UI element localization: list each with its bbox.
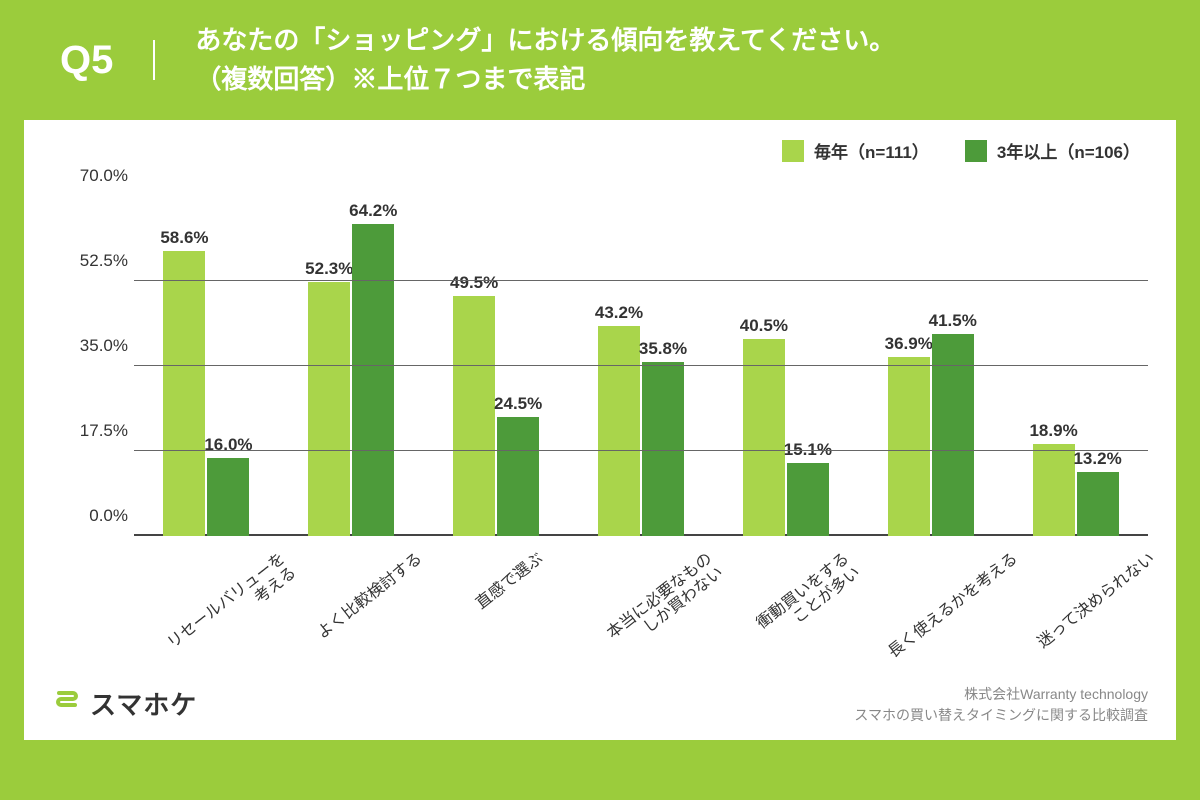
question-number: Q5 xyxy=(60,40,155,80)
bar-value-label: 64.2% xyxy=(349,201,397,221)
bar-group: 52.3%64.2% xyxy=(279,196,424,536)
bar: 52.3% xyxy=(308,282,350,536)
legend-label-1: 3年以上（n=106） xyxy=(997,138,1140,163)
y-tick: 70.0% xyxy=(64,166,128,186)
bar: 13.2% xyxy=(1077,472,1119,536)
bar-group: 43.2%35.8% xyxy=(569,196,714,536)
legend-item-1: 3年以上（n=106） xyxy=(965,138,1140,163)
bar-value-label: 58.6% xyxy=(160,228,208,248)
bar: 15.1% xyxy=(787,463,829,536)
y-tick: 17.5% xyxy=(64,421,128,441)
bar: 40.5% xyxy=(743,339,785,536)
legend-swatch-1 xyxy=(965,140,987,162)
x-label: 衝動買いをする ことが多い xyxy=(713,536,858,676)
legend-item-0: 毎年（n=111） xyxy=(782,138,929,163)
x-label: リセールバリューを 考える xyxy=(134,536,279,676)
bar: 16.0% xyxy=(207,458,249,536)
bar: 43.2% xyxy=(598,326,640,536)
y-tick: 35.0% xyxy=(64,336,128,356)
bar-groups: 58.6%16.0%52.3%64.2%49.5%24.5%43.2%35.8%… xyxy=(134,196,1148,536)
bar-group: 58.6%16.0% xyxy=(134,196,279,536)
bar-value-label: 16.0% xyxy=(204,435,252,455)
x-label: 直感で選ぶ xyxy=(424,536,569,676)
bar-group: 18.9%13.2% xyxy=(1003,196,1148,536)
bar: 58.6% xyxy=(163,251,205,536)
plot-area: 58.6%16.0%52.3%64.2%49.5%24.5%43.2%35.8%… xyxy=(134,196,1148,536)
bar-group: 49.5%24.5% xyxy=(424,196,569,536)
bar: 36.9% xyxy=(888,357,930,536)
bar: 64.2% xyxy=(352,224,394,536)
x-label: 本当に必要なもの しか買わない xyxy=(569,536,714,676)
brand-logo: スマホケ xyxy=(52,685,197,722)
bar-group: 36.9% 41.5% xyxy=(858,196,1003,536)
brand-text: スマホケ xyxy=(90,685,197,722)
bar-value-label: 13.2% xyxy=(1073,449,1121,469)
x-label: 迷って決められない xyxy=(1003,536,1148,676)
question-text: あなたの「ショッピング」における傾向を教えてください。 （複数回答）※上位７つま… xyxy=(155,21,895,99)
brand-icon xyxy=(52,685,82,722)
bar: 49.5% xyxy=(453,296,495,536)
chart-panel: 毎年（n=111） 3年以上（n=106） 58.6%16.0%52.3%64.… xyxy=(24,120,1176,740)
bar-value-label: 24.5% xyxy=(494,394,542,414)
bar-value-label: 41.5% xyxy=(929,311,977,331)
credit-line2: スマホの買い替えタイミングに関する比較調査 xyxy=(854,705,1148,726)
x-label: よく比較検討する xyxy=(279,536,424,676)
bar-value-label: 36.9% xyxy=(885,334,933,354)
gridline xyxy=(134,365,1148,366)
x-labels: リセールバリューを 考えるよく比較検討する直感で選ぶ本当に必要なもの しか買わな… xyxy=(134,536,1148,676)
x-label: 長く使えるかを考える xyxy=(858,536,1003,676)
bar-value-label: 40.5% xyxy=(740,316,788,336)
legend-swatch-0 xyxy=(782,140,804,162)
bar: 18.9% xyxy=(1033,444,1075,536)
header-bar: Q5 あなたの「ショッピング」における傾向を教えてください。 （複数回答）※上位… xyxy=(0,0,1200,120)
bar: 24.5% xyxy=(497,417,539,536)
gridline xyxy=(134,280,1148,281)
bar-value-label: 49.5% xyxy=(450,273,498,293)
gridline xyxy=(134,450,1148,451)
legend-label-0: 毎年（n=111） xyxy=(814,138,929,163)
legend: 毎年（n=111） 3年以上（n=106） xyxy=(782,138,1140,163)
question-line2: （複数回答）※上位７つまで表記 xyxy=(195,60,895,99)
credit-block: 株式会社Warranty technology スマホの買い替えタイミングに関す… xyxy=(854,684,1148,726)
y-tick: 52.5% xyxy=(64,251,128,271)
question-line1: あなたの「ショッピング」における傾向を教えてください。 xyxy=(195,21,895,60)
bar-value-label: 35.8% xyxy=(639,339,687,359)
bar-value-label: 18.9% xyxy=(1029,421,1077,441)
bar-group: 40.5%15.1% xyxy=(713,196,858,536)
bar-value-label: 43.2% xyxy=(595,303,643,323)
y-tick: 0.0% xyxy=(64,506,128,526)
credit-line1: 株式会社Warranty technology xyxy=(854,684,1148,705)
bar-value-label: 52.3% xyxy=(305,259,353,279)
